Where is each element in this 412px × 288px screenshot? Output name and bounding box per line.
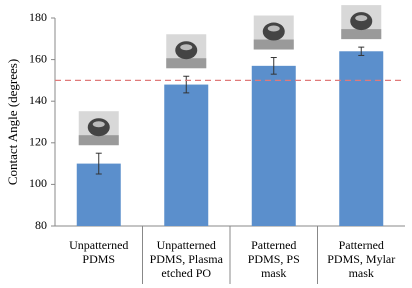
x-tick-label: PDMS, Plasma [150, 252, 224, 266]
y-tick-label: 180 [29, 10, 47, 24]
x-tick-label: PDMS, PS [248, 252, 300, 266]
x-tick-label: mask [349, 266, 374, 280]
x-tick-label: Patterned [251, 238, 296, 252]
bar [251, 65, 296, 226]
x-tick-label: Unpatterned [157, 238, 216, 252]
x-tick-label: PDMS, Mylar [327, 252, 395, 266]
y-tick-label: 80 [35, 218, 47, 232]
x-tick-label: PDMS [82, 252, 115, 266]
droplet-surface [166, 58, 207, 69]
y-tick-label: 120 [29, 135, 47, 149]
droplet-highlight [180, 44, 193, 51]
droplet-highlight [355, 15, 368, 22]
bar [339, 51, 384, 226]
x-tick-label: mask [261, 266, 286, 280]
x-tick-label: Patterned [339, 238, 384, 252]
droplet-highlight [92, 121, 105, 128]
x-tick-label: etched PO [161, 266, 211, 280]
y-tick-label: 140 [29, 93, 47, 107]
droplet-surface [78, 135, 119, 146]
droplet-surface [253, 39, 294, 50]
droplet-highlight [267, 25, 280, 32]
y-tick-label: 100 [29, 176, 47, 190]
droplet-surface [341, 29, 382, 40]
y-axis-label: Contact Angle (degrees) [5, 59, 20, 185]
x-tick-label: Unpatterned [69, 238, 128, 252]
bar [164, 84, 209, 226]
y-tick-label: 160 [29, 51, 47, 65]
